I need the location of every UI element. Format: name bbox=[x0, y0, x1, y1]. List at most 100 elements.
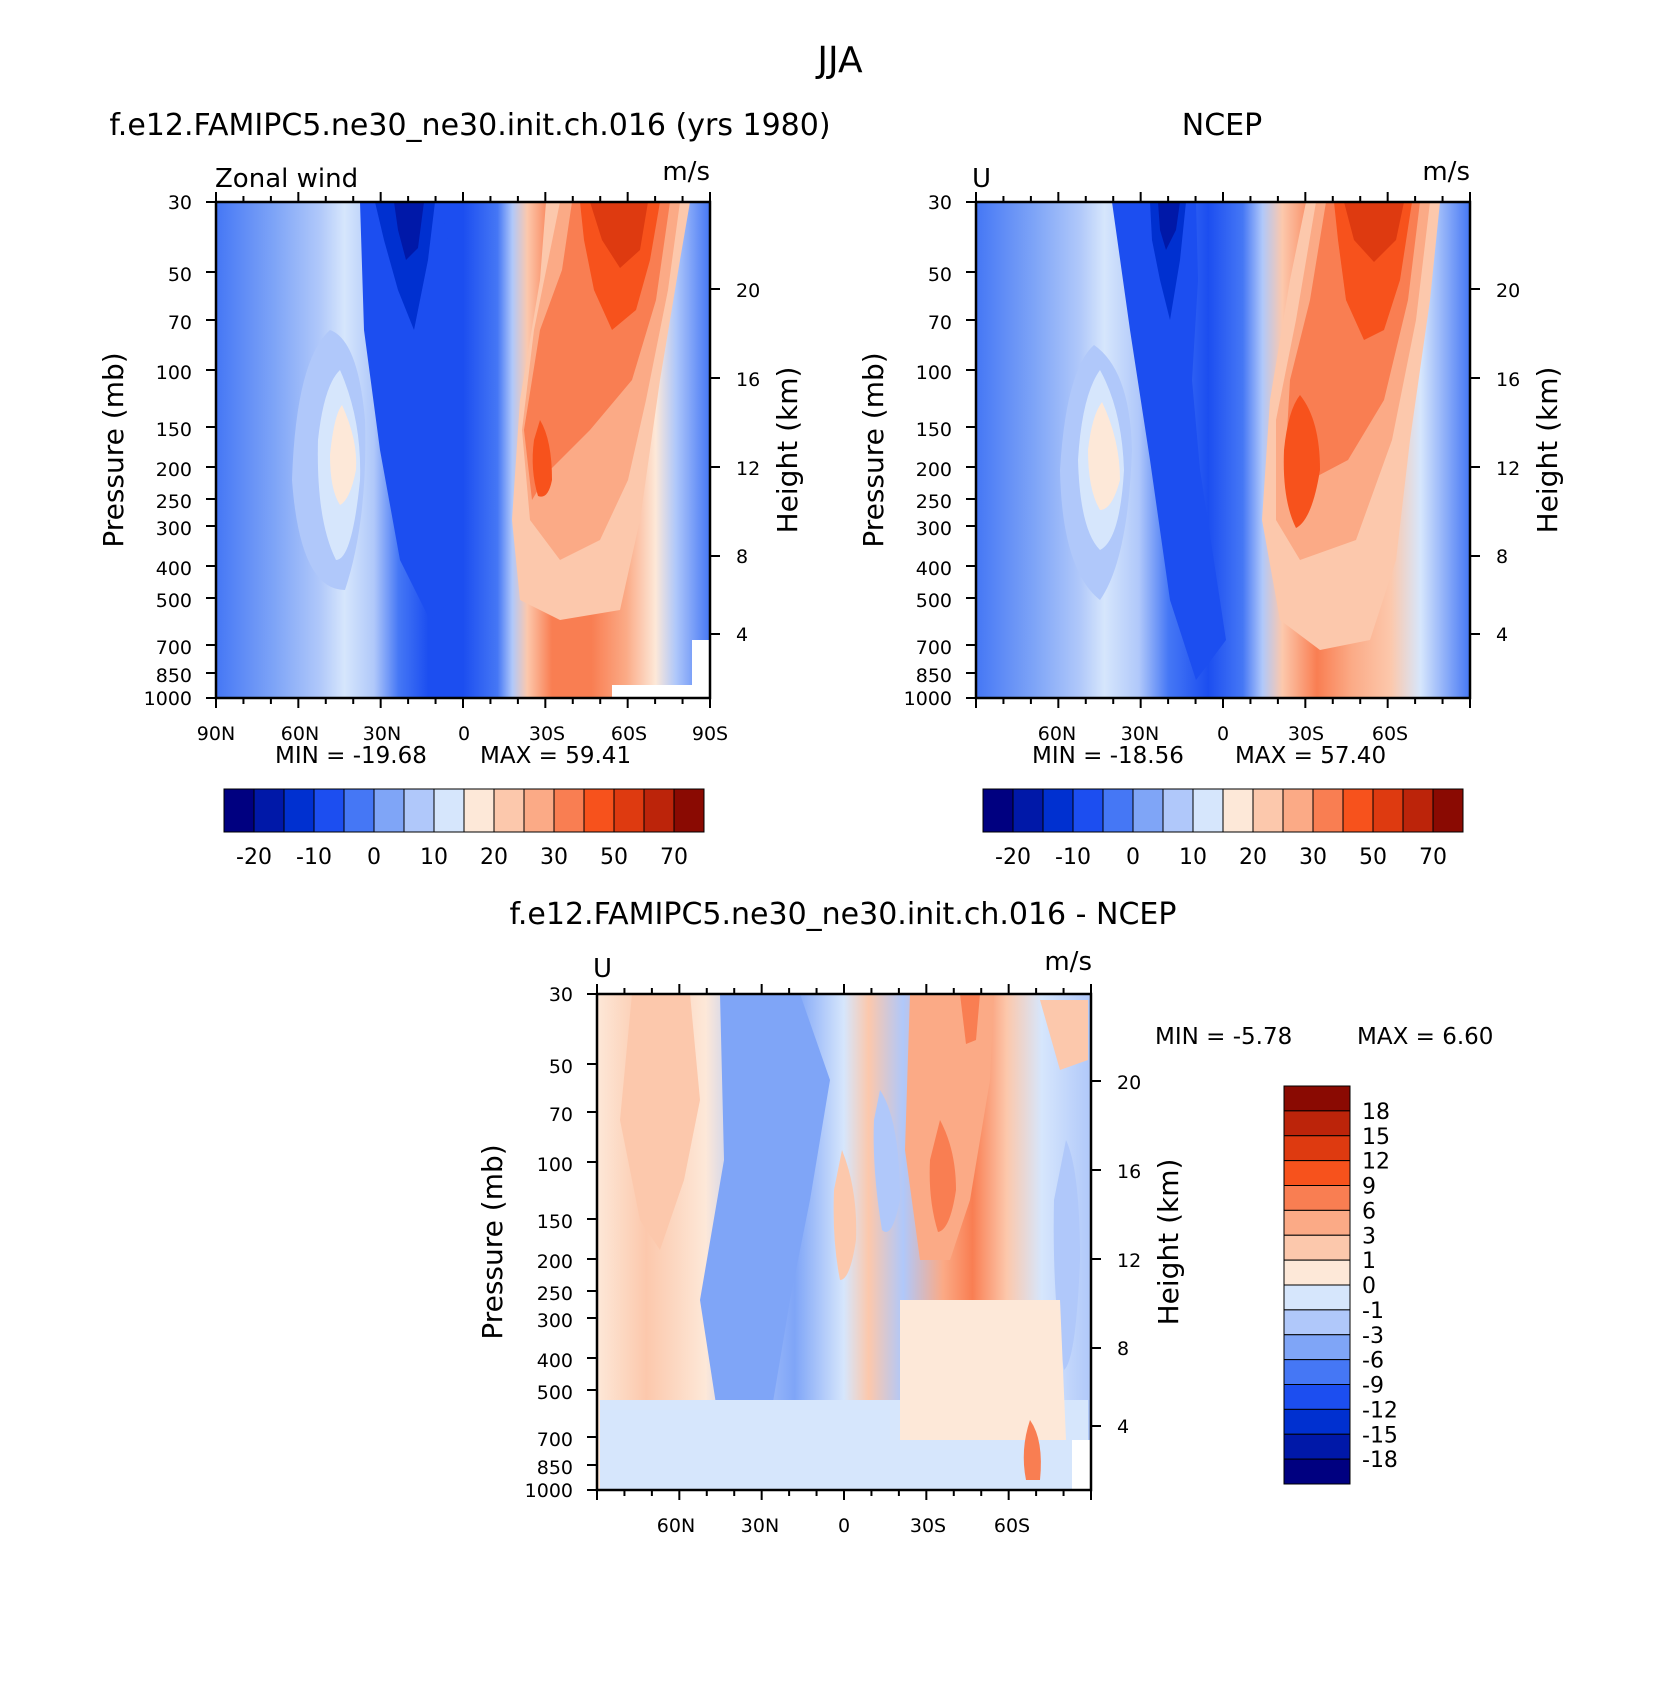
y-right-tick: 4 bbox=[1496, 624, 1508, 646]
panel-model-units: m/s bbox=[662, 157, 710, 187]
x-tick: 30N bbox=[363, 723, 401, 745]
colorbar-swatch bbox=[1283, 1334, 1351, 1361]
y-tick: 250 bbox=[537, 1283, 573, 1305]
x-tick: 60N bbox=[657, 1515, 695, 1537]
colorbar-swatch bbox=[982, 788, 1014, 833]
y-tick: 500 bbox=[916, 590, 952, 612]
y-tick: 400 bbox=[537, 1350, 573, 1372]
panel-ncep-colorbar: -20 -10 0 10 20 30 50 70 bbox=[982, 788, 1464, 870]
colorbar-label: 9 bbox=[1362, 1175, 1376, 1200]
colorbar-label: 3 bbox=[1362, 1224, 1376, 1249]
colorbar-swatch bbox=[1283, 1433, 1351, 1460]
y-right-tick: 12 bbox=[1117, 1250, 1141, 1272]
colorbar-label: -10 bbox=[296, 845, 332, 870]
panel-ncep-units: m/s bbox=[1422, 157, 1470, 187]
colorbar-swatch bbox=[463, 788, 495, 833]
colorbar-swatch bbox=[1372, 788, 1404, 833]
colorbar-swatch bbox=[223, 788, 255, 833]
panel-model-y-right-ticks: 20 16 12 8 4 bbox=[736, 280, 760, 646]
colorbar-swatch bbox=[1072, 788, 1104, 833]
panel-ncep-y-ticks: 30 50 70 100 150 200 250 300 400 500 700… bbox=[904, 192, 952, 710]
x-tick: 30S bbox=[1288, 723, 1324, 745]
colorbar-swatch bbox=[373, 788, 405, 833]
y-tick: 500 bbox=[156, 590, 192, 612]
panel-model-max: MAX = 59.41 bbox=[480, 743, 631, 769]
panel-ticks bbox=[966, 192, 1480, 708]
colorbar-swatch bbox=[1283, 1284, 1351, 1311]
colorbar-swatch bbox=[1132, 788, 1164, 833]
colorbar-swatch bbox=[523, 788, 555, 833]
panel-ticks bbox=[206, 192, 720, 708]
colorbar-swatch bbox=[283, 788, 315, 833]
colorbar-label: 12 bbox=[1362, 1150, 1390, 1175]
colorbar-swatch bbox=[1012, 788, 1044, 833]
panel-diff-y-ticks: 30 50 70 100 150 200 250 300 400 500 700… bbox=[525, 984, 573, 1502]
colorbar-swatch bbox=[1282, 788, 1314, 833]
panel-ncep-ylabel: Pressure (mb) bbox=[857, 352, 890, 547]
y-right-tick: 20 bbox=[736, 280, 760, 302]
colorbar-swatch bbox=[1192, 788, 1224, 833]
colorbar-label: 18 bbox=[1362, 1100, 1390, 1125]
colorbar-swatch bbox=[1283, 1160, 1351, 1186]
colorbar-label: -6 bbox=[1362, 1349, 1384, 1374]
colorbar-swatch bbox=[643, 788, 675, 833]
panel-model-field bbox=[216, 202, 710, 698]
colorbar-label: 50 bbox=[600, 845, 628, 870]
x-tick: 60N bbox=[281, 723, 319, 745]
colorbar-swatch bbox=[1283, 1234, 1351, 1261]
panel-diff-ylabel: Pressure (mb) bbox=[476, 1144, 509, 1339]
colorbar-swatch bbox=[1283, 1185, 1351, 1211]
colorbar-label: -12 bbox=[1362, 1398, 1398, 1423]
y-tick: 850 bbox=[537, 1457, 573, 1479]
x-tick: 30S bbox=[910, 1515, 946, 1537]
panel-diff-max: MAX = 6.60 bbox=[1357, 1024, 1493, 1050]
figure-title: JJA bbox=[815, 40, 863, 81]
colorbar-label: 70 bbox=[660, 845, 688, 870]
colorbar-label: 30 bbox=[1299, 845, 1327, 870]
x-tick: 60S bbox=[1372, 723, 1408, 745]
x-tick: 60S bbox=[994, 1515, 1030, 1537]
y-tick: 400 bbox=[916, 558, 952, 580]
y-tick: 1000 bbox=[144, 688, 192, 710]
colorbar-label: -10 bbox=[1055, 845, 1091, 870]
colorbar-swatch bbox=[1283, 1259, 1351, 1286]
panel-ncep-variable-label: U bbox=[972, 164, 991, 194]
y-tick: 850 bbox=[916, 665, 952, 687]
y-tick: 250 bbox=[916, 491, 952, 513]
y-tick: 700 bbox=[537, 1429, 573, 1451]
colorbar-label: 70 bbox=[1419, 845, 1447, 870]
y-right-tick: 8 bbox=[1496, 546, 1508, 568]
y-tick: 100 bbox=[537, 1154, 573, 1176]
panel-ncep-field bbox=[976, 202, 1470, 698]
colorbar-swatch bbox=[613, 788, 645, 833]
colorbar-swatch bbox=[1222, 788, 1254, 833]
colorbar-label: 6 bbox=[1362, 1199, 1376, 1224]
x-tick: 0 bbox=[1217, 723, 1229, 745]
panel-ncep: NCEP U m/s 30 50 70 100 150 200 250 bbox=[857, 108, 1564, 870]
y-tick: 50 bbox=[168, 264, 192, 286]
y-tick: 700 bbox=[916, 637, 952, 659]
colorbar-label: -1 bbox=[1362, 1299, 1384, 1324]
colorbar-label: 15 bbox=[1362, 1125, 1390, 1150]
panel-model-title: f.e12.FAMIPC5.ne30_ne30.init.ch.016 (yrs… bbox=[109, 108, 830, 143]
colorbar-swatch bbox=[253, 788, 285, 833]
y-tick: 200 bbox=[156, 459, 192, 481]
y-tick: 700 bbox=[156, 637, 192, 659]
panel-diff-x-ticks: 60N 30N 0 30S 60S bbox=[657, 1515, 1030, 1537]
colorbar-label: 10 bbox=[1179, 845, 1207, 870]
y-tick: 50 bbox=[549, 1056, 573, 1078]
colorbar-swatch bbox=[433, 788, 465, 833]
y-tick: 500 bbox=[537, 1382, 573, 1404]
colorbar-swatch bbox=[403, 788, 435, 833]
y-tick: 200 bbox=[537, 1251, 573, 1273]
colorbar-swatch bbox=[1283, 1384, 1351, 1410]
colorbar-label: -9 bbox=[1362, 1374, 1384, 1399]
colorbar-swatch bbox=[343, 788, 375, 833]
panel-model-y-ticks: 30 50 70 100 150 200 250 300 400 500 700… bbox=[144, 192, 192, 710]
colorbar-label: -15 bbox=[1362, 1423, 1398, 1448]
panel-ncep-max: MAX = 57.40 bbox=[1235, 743, 1386, 769]
panel-model-ylabel: Pressure (mb) bbox=[97, 352, 130, 547]
y-tick: 100 bbox=[156, 362, 192, 384]
y-tick: 150 bbox=[156, 419, 192, 441]
y-right-tick: 4 bbox=[736, 624, 748, 646]
